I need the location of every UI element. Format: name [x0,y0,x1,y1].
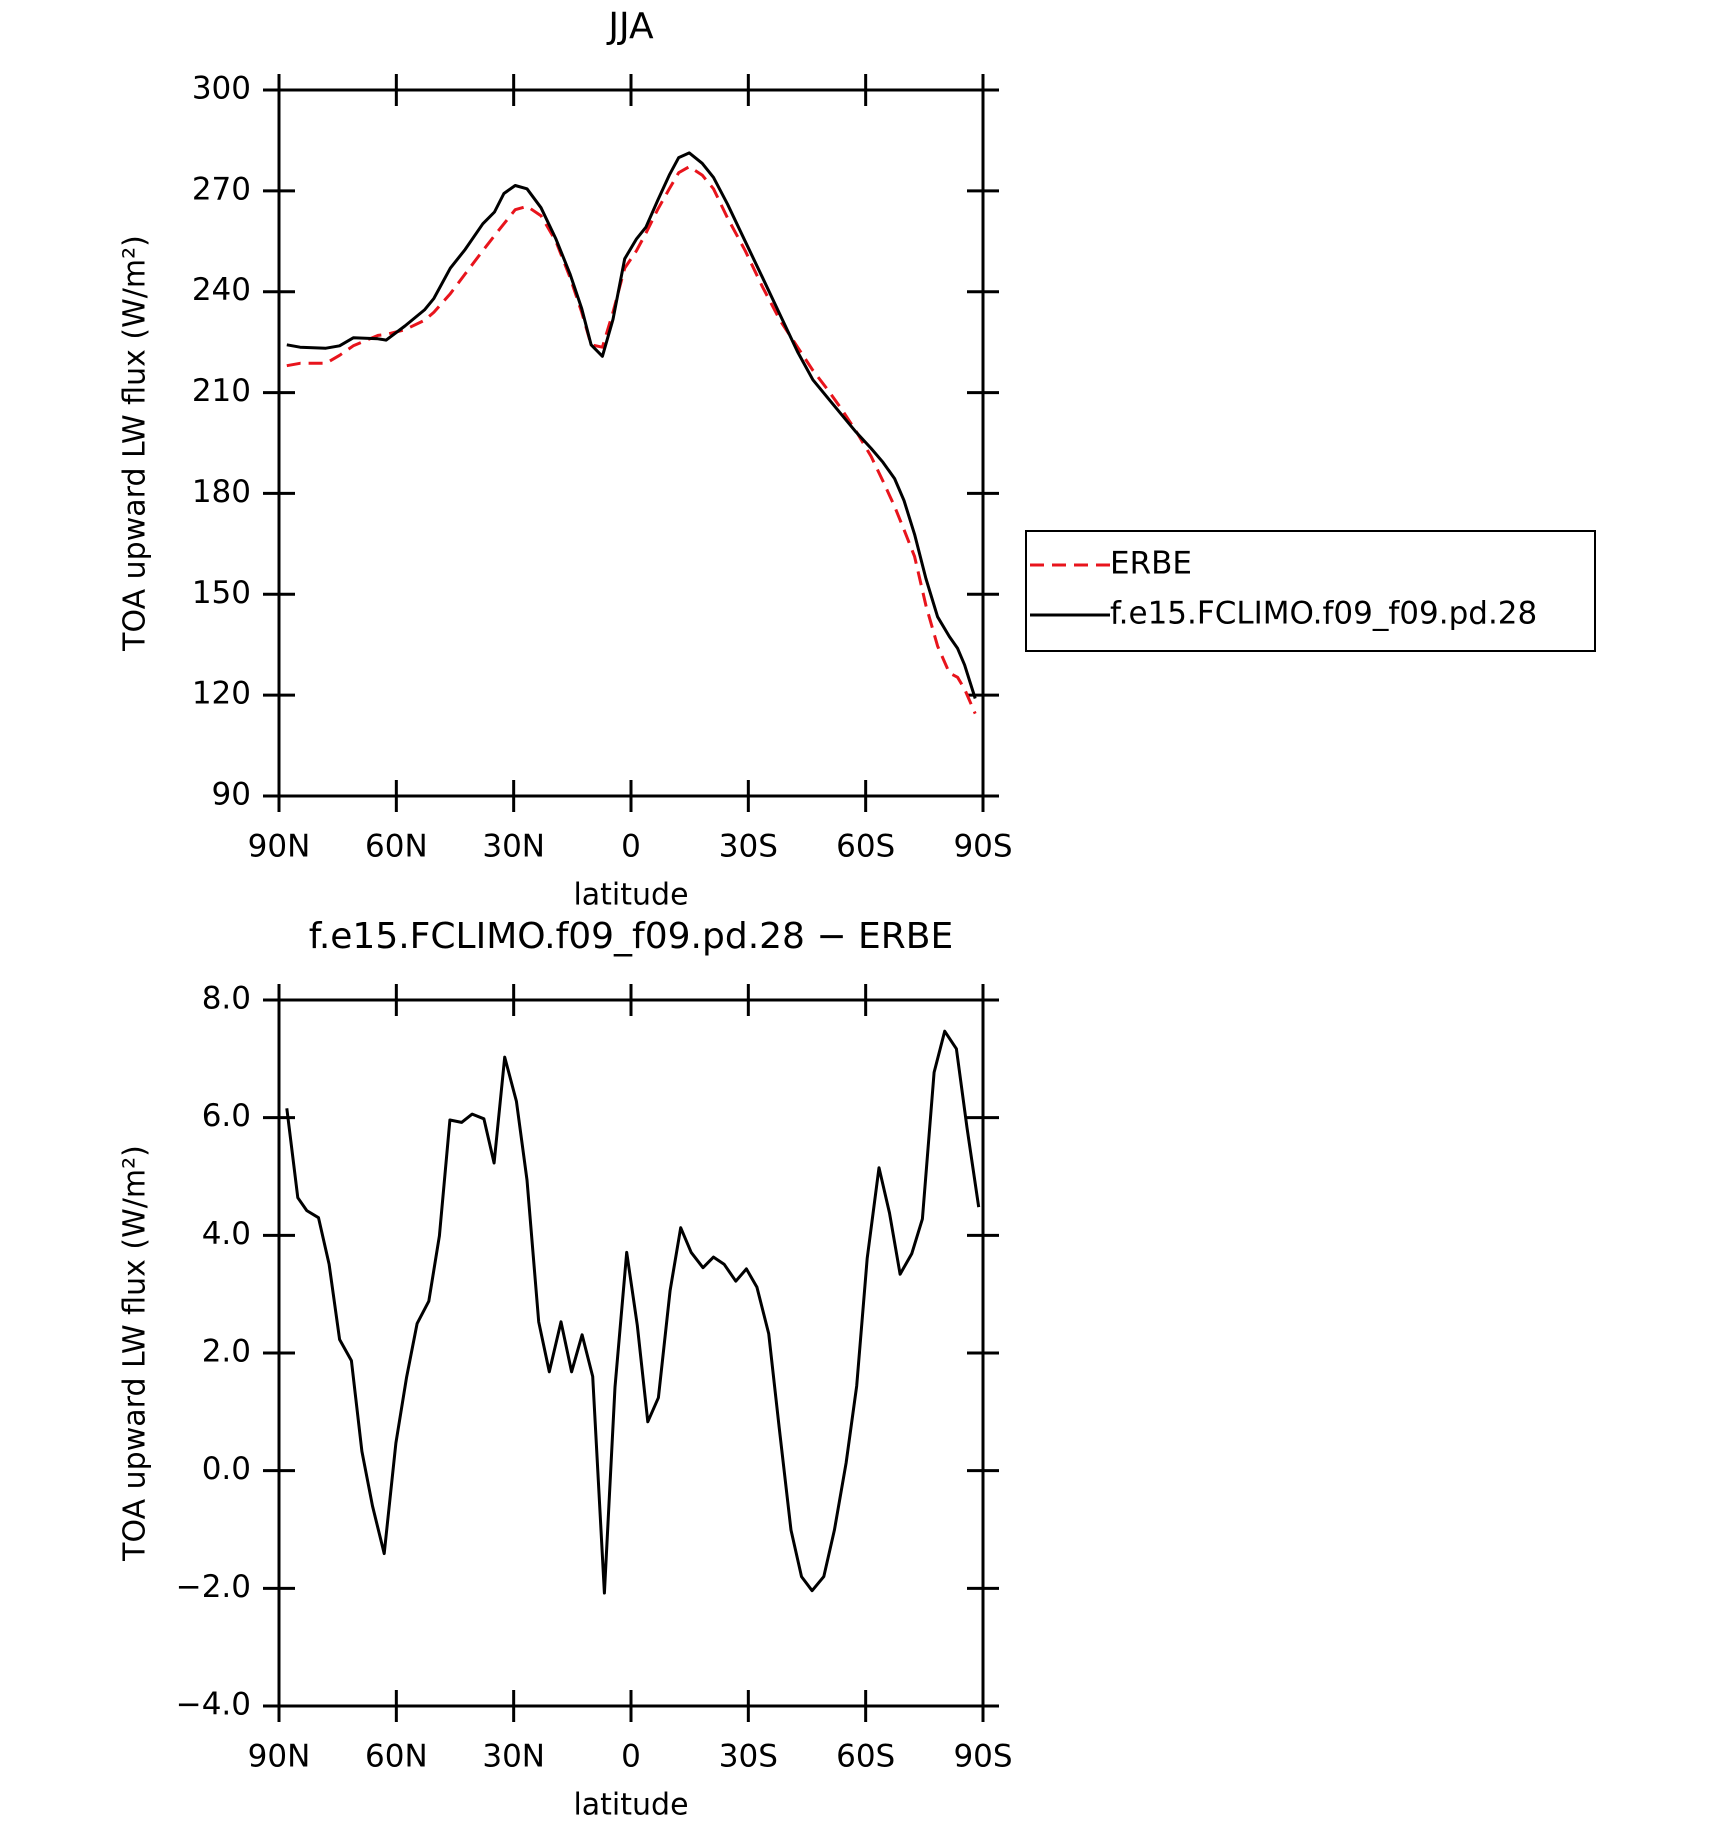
x-tick-label: 90N [248,1739,311,1775]
x-tick-label: 90S [953,829,1012,865]
y-tick-label: 180 [192,474,251,510]
y-tick-label: 300 [192,71,251,107]
line-series [286,165,977,715]
y-tick-label: 0.0 [202,1451,251,1487]
y-tick-label: 150 [192,575,251,611]
x-tick-label: 30N [482,1739,545,1775]
x-axis-label: latitude [573,878,688,913]
plot-frame [277,88,985,798]
y-tick-label: 90 [212,777,251,813]
x-tick-label: 90S [953,1739,1012,1775]
legend-label: f.e15.FCLIMO.f09_f09.pd.28 [1110,596,1537,632]
chart-title: JJA [606,6,654,47]
legend-box [1025,530,1596,652]
chart-title: f.e15.FCLIMO.f09_f09.pd.28 − ERBE [309,916,953,957]
y-axis-label: TOA upward LW flux (W/m²) [118,235,153,652]
y-tick-label: −4.0 [176,1687,251,1723]
plot-frame [277,998,985,1708]
y-tick-label: 210 [192,373,251,409]
y-tick-label: 120 [192,676,251,712]
legend-label: ERBE [1110,546,1192,582]
x-axis-label: latitude [573,1788,688,1823]
y-tick-label: −2.0 [176,1569,251,1605]
x-tick-label: 60S [836,1739,895,1775]
x-tick-label: 90N [248,829,311,865]
x-tick-label: 30S [719,829,778,865]
x-tick-label: 0 [621,1739,641,1775]
line-series [286,151,977,699]
y-axis-label: TOA upward LW flux (W/m²) [118,1145,153,1562]
y-tick-label: 2.0 [202,1334,251,1370]
y-tick-label: 6.0 [202,1098,251,1134]
y-tick-label: 270 [192,171,251,207]
x-tick-label: 60N [365,829,428,865]
x-tick-label: 0 [621,829,641,865]
x-tick-label: 30N [482,829,545,865]
x-tick-label: 60S [836,829,895,865]
x-tick-label: 60N [365,1739,428,1775]
y-tick-label: 8.0 [202,981,251,1017]
x-tick-label: 30S [719,1739,778,1775]
y-tick-label: 4.0 [202,1216,251,1252]
y-tick-label: 240 [192,272,251,308]
line-series [285,1029,981,1595]
